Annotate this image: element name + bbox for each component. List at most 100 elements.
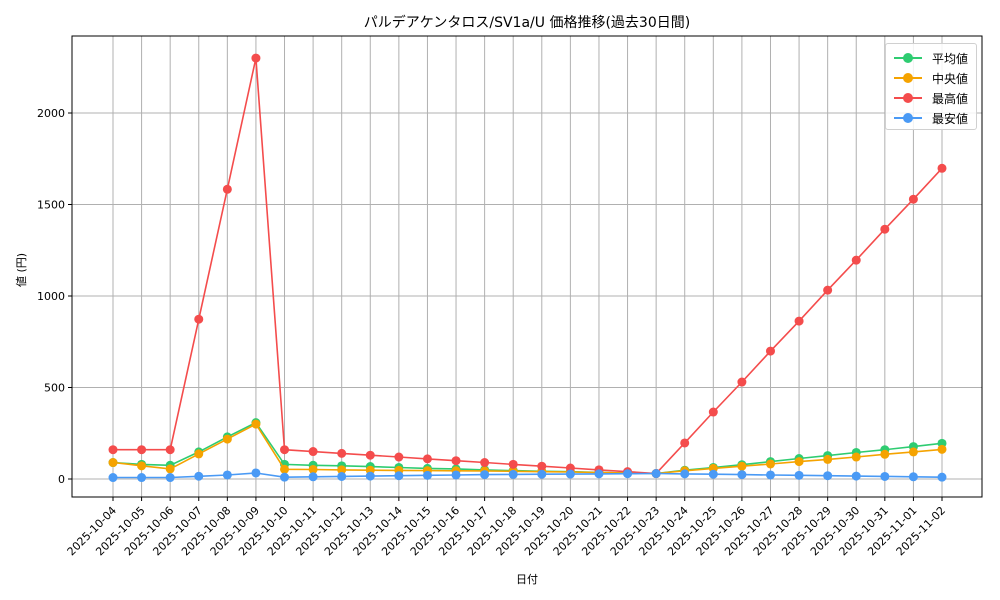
- data-point: [422, 470, 432, 480]
- chart-title: パルデアケンタロス/SV1a/U 価格推移(過去30日間): [363, 15, 691, 31]
- series-line: [113, 472, 943, 479]
- data-point: [108, 458, 118, 468]
- data-point: [851, 452, 861, 462]
- data-point: [765, 346, 775, 356]
- data-point: [137, 461, 147, 471]
- data-point: [165, 464, 175, 474]
- data-point: [194, 471, 204, 481]
- data-point: [508, 469, 518, 479]
- data-point: [251, 468, 261, 478]
- legend-label: 最安値: [932, 112, 969, 126]
- data-point: [937, 444, 947, 454]
- data-point: [737, 461, 747, 471]
- series-1: [108, 419, 947, 479]
- data-point: [337, 471, 347, 481]
- data-point: [165, 445, 175, 455]
- data-point: [737, 470, 747, 480]
- legend-item: 最安値: [886, 108, 976, 128]
- y-tick-label: 0: [58, 473, 65, 486]
- series-layer: [108, 53, 947, 483]
- x-axis-label: 日付: [516, 573, 538, 586]
- data-point: [165, 473, 175, 483]
- series-0: [108, 418, 947, 479]
- data-point: [937, 163, 947, 173]
- data-point: [823, 471, 833, 481]
- data-point: [908, 194, 918, 204]
- legend-item: 平均値: [886, 48, 976, 68]
- grid-lines: [72, 36, 982, 497]
- data-point: [222, 470, 232, 480]
- data-point: [222, 434, 232, 444]
- data-point: [708, 407, 718, 417]
- data-point: [108, 445, 118, 455]
- data-point: [451, 456, 461, 466]
- y-tick-label: 1000: [37, 290, 65, 303]
- y-axis-label: 値 (円): [15, 253, 28, 287]
- data-point: [537, 469, 547, 479]
- data-point: [651, 469, 661, 479]
- data-point: [880, 471, 890, 481]
- data-point: [823, 285, 833, 295]
- legend-label: 最高値: [932, 92, 969, 106]
- legend-marker-icon: [903, 93, 913, 103]
- data-point: [480, 458, 490, 468]
- data-point: [137, 473, 147, 483]
- data-point: [280, 472, 290, 482]
- data-point: [537, 461, 547, 471]
- data-point: [594, 469, 604, 479]
- data-point: [794, 470, 804, 480]
- data-point: [737, 377, 747, 387]
- data-point: [565, 469, 575, 479]
- data-point: [308, 472, 318, 482]
- data-point: [680, 469, 690, 479]
- data-point: [708, 469, 718, 479]
- data-point: [308, 464, 318, 474]
- data-point: [765, 470, 775, 480]
- data-point: [508, 459, 518, 469]
- data-point: [823, 454, 833, 464]
- data-point: [451, 470, 461, 480]
- data-point: [251, 419, 261, 429]
- y-tick-label: 1500: [37, 199, 65, 212]
- series-line: [112, 423, 943, 475]
- data-point: [880, 449, 890, 459]
- data-point: [280, 445, 290, 455]
- data-point: [337, 465, 347, 475]
- data-point: [251, 53, 261, 63]
- legend-item: 最高値: [886, 88, 976, 108]
- data-point: [851, 471, 861, 481]
- data-point: [880, 224, 890, 234]
- data-point: [194, 449, 204, 459]
- data-point: [365, 471, 375, 481]
- data-point: [794, 457, 804, 467]
- data-point: [908, 472, 918, 482]
- y-tick-label: 2000: [37, 107, 65, 120]
- series-2: [108, 53, 947, 479]
- data-point: [480, 470, 490, 480]
- data-point: [108, 473, 118, 483]
- y-tick-label: 500: [44, 382, 65, 395]
- data-point: [194, 314, 204, 324]
- series-3: [108, 468, 947, 483]
- data-point: [280, 464, 290, 474]
- legend-label: 中央値: [932, 72, 969, 86]
- data-point: [222, 184, 232, 194]
- plot-frame: [71, 35, 983, 498]
- series-line: [113, 57, 943, 475]
- data-point: [137, 445, 147, 455]
- data-point: [680, 438, 690, 448]
- legend-item: 中央値: [886, 68, 976, 88]
- data-point: [851, 255, 861, 265]
- data-point: [794, 316, 804, 326]
- data-point: [937, 472, 947, 482]
- data-point: [623, 469, 633, 479]
- data-point: [337, 448, 347, 458]
- data-point: [394, 471, 404, 481]
- y-axis: 0 500 1000 1500 2000: [37, 107, 72, 486]
- legend: 平均値中央値最高値最安値: [885, 43, 977, 130]
- data-point: [394, 452, 404, 462]
- data-point: [365, 450, 375, 460]
- data-point: [908, 447, 918, 457]
- x-axis: 2025-10-042025-10-052025-10-062025-10-07…: [65, 497, 948, 558]
